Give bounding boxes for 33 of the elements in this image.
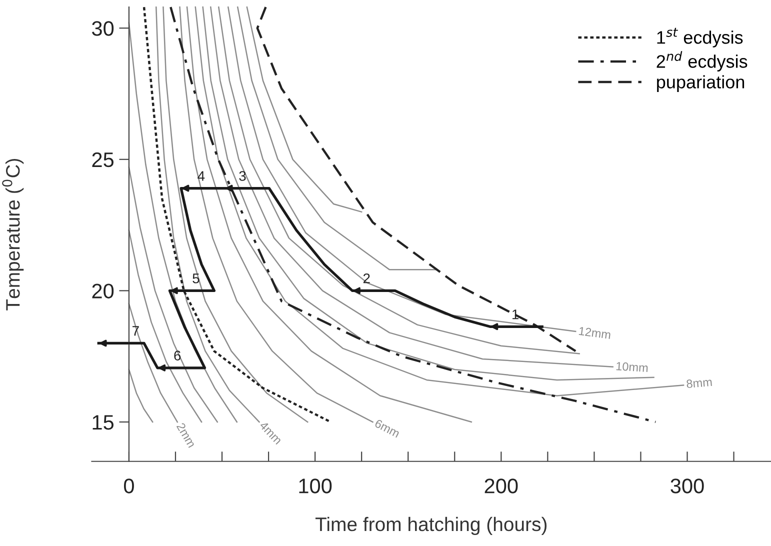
line-series: [246, 6, 362, 213]
line-series: [128, 368, 154, 423]
annotation: 4: [198, 171, 205, 181]
line-series: [162, 6, 308, 423]
line-series: [128, 22, 238, 423]
annotation: 3: [239, 171, 246, 181]
annotation: 5: [192, 274, 200, 284]
annotation: 1: [512, 310, 518, 320]
annotation: 7: [132, 326, 139, 336]
line-series: [128, 166, 218, 423]
y-tick-label: 20: [92, 284, 114, 298]
y-axis-title: Temperature ($^{0}$C): [2, 158, 24, 310]
y-tick-label: 15: [92, 415, 114, 430]
annotation: 6: [174, 350, 181, 361]
legend-label: pupariation: [657, 75, 744, 92]
line-series: [179, 6, 374, 423]
x-tick-label: 100: [299, 478, 332, 494]
x-tick-label: 300: [670, 478, 704, 494]
x-axis-title: Time from hatching (hours): [315, 516, 547, 536]
series-label: 8mm: [686, 378, 712, 388]
x-tick-label: 200: [484, 478, 518, 494]
line-series: [156, 6, 260, 423]
line-series: [237, 6, 437, 270]
legend-label: 1$^{st}$ ecdysis: [657, 28, 743, 48]
series-label: 10mm: [616, 362, 648, 372]
y-tick-label: 30: [92, 21, 114, 36]
y-tick-label: 25: [92, 152, 114, 168]
x-tick-label: 0: [124, 478, 134, 494]
legend-label: 2$^{nd}$ ecdysis: [656, 51, 748, 72]
annotation: 2: [363, 273, 370, 284]
line-series: [128, 230, 202, 423]
text: 6mm: [374, 418, 400, 438]
text: 12mm: [578, 326, 611, 339]
